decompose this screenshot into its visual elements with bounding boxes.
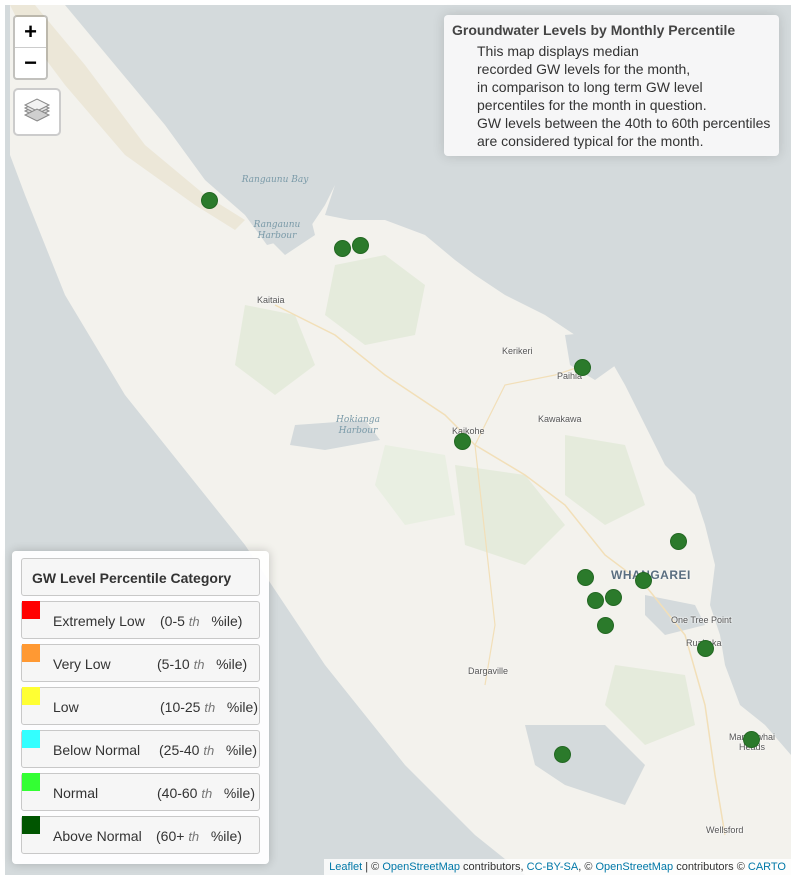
forest-patch bbox=[455, 465, 565, 565]
legend-item: Extremely Low (0-5 th %ile) bbox=[21, 601, 260, 639]
info-panel: Groundwater Levels by Monthly Percentile… bbox=[444, 15, 779, 156]
groundwater-site-marker[interactable] bbox=[597, 617, 614, 634]
rangaunu-harbour bbox=[255, 190, 315, 255]
attribution-text: contributors, bbox=[460, 861, 527, 873]
road bbox=[474, 364, 586, 446]
ninety-mile-beach bbox=[10, 5, 245, 230]
water-label: Rangaunu Harbour bbox=[253, 220, 301, 241]
place-label: Dargaville bbox=[468, 666, 509, 676]
whangarei-harbour bbox=[645, 595, 705, 635]
groundwater-site-marker[interactable] bbox=[635, 572, 652, 589]
legend-title-box: GW Level Percentile Category bbox=[21, 558, 260, 596]
legend-label: Low bbox=[53, 699, 79, 715]
forest-patch bbox=[325, 255, 425, 345]
water-label: Rangaunu Bay bbox=[241, 175, 309, 185]
zoom-control: + − bbox=[13, 15, 48, 80]
place-label: One Tree Point bbox=[671, 615, 732, 625]
osm-link[interactable]: OpenStreetMap bbox=[382, 861, 460, 873]
info-line: in comparison to long term GW level bbox=[477, 79, 703, 95]
legend-swatch bbox=[22, 601, 40, 619]
zoom-out-button[interactable]: − bbox=[24, 50, 37, 75]
map-attribution: Leaflet | © OpenStreetMap contributors, … bbox=[324, 859, 791, 875]
legend-panel: GW Level Percentile Category Extremely L… bbox=[12, 551, 269, 864]
legend-range: (5-10 th %ile) bbox=[157, 656, 248, 672]
attribution-text: | © bbox=[362, 861, 383, 873]
legend-label: Above Normal bbox=[53, 828, 142, 844]
legend-range: (25-40 th %ile) bbox=[159, 742, 257, 758]
groundwater-site-marker[interactable] bbox=[587, 592, 604, 609]
legend-item: Low (10-25 th %ile) bbox=[21, 687, 260, 725]
basemap bbox=[10, 5, 791, 875]
layers-button[interactable] bbox=[13, 88, 61, 136]
legend-range: (10-25 th %ile) bbox=[160, 699, 258, 715]
legend-item: Below Normal (25-40 th %ile) bbox=[21, 730, 260, 768]
attribution-text: , © bbox=[578, 861, 596, 873]
forest-patch bbox=[565, 435, 645, 525]
place-label: Kawakawa bbox=[538, 414, 582, 424]
water-label: Hokianga Harbour bbox=[336, 415, 380, 436]
carto-link[interactable]: CARTO bbox=[747, 861, 786, 873]
groundwater-site-marker[interactable] bbox=[605, 589, 622, 606]
info-line: This map displays median bbox=[477, 43, 639, 59]
place-label: Wellsford bbox=[706, 825, 744, 835]
cc-by-sa-link[interactable]: CC-BY-SA bbox=[526, 861, 579, 873]
legend-item: Very Low (5-10 th %ile) bbox=[21, 644, 260, 682]
forest-patch bbox=[375, 445, 455, 525]
legend-label: Extremely Low bbox=[53, 613, 145, 629]
land-northland bbox=[10, 5, 791, 875]
legend-swatch bbox=[22, 687, 40, 705]
osm-link-2[interactable]: OpenStreetMap bbox=[595, 861, 674, 873]
forest-patch bbox=[605, 665, 695, 745]
legend-title: GW Level Percentile Category bbox=[32, 570, 232, 586]
groundwater-site-marker[interactable] bbox=[743, 731, 760, 748]
legend-item: Above Normal (60+ th %ile) bbox=[21, 816, 260, 854]
groundwater-site-marker[interactable] bbox=[554, 746, 571, 763]
info-title: Groundwater Levels by Monthly Percentile bbox=[452, 22, 736, 38]
info-line: GW levels between the 40th to 60th perce… bbox=[477, 115, 771, 131]
place-label: Paihia bbox=[557, 371, 583, 381]
groundwater-site-marker[interactable] bbox=[454, 433, 471, 450]
info-line: are considered typical for the month. bbox=[477, 133, 704, 149]
legend-label: Very Low bbox=[53, 656, 111, 672]
place-label: Kerikeri bbox=[502, 346, 533, 356]
legend-swatch bbox=[22, 773, 40, 791]
place-label: Kaitaia bbox=[257, 295, 285, 305]
groundwater-site-marker[interactable] bbox=[334, 240, 351, 257]
groundwater-site-marker[interactable] bbox=[577, 569, 594, 586]
legend-range: (0-5 th %ile) bbox=[160, 613, 243, 629]
layers-icon bbox=[23, 98, 51, 122]
zoom-in-button[interactable]: + bbox=[15, 17, 46, 48]
legend-swatch bbox=[22, 816, 40, 834]
groundwater-site-marker[interactable] bbox=[670, 533, 687, 550]
road bbox=[274, 304, 726, 836]
hokianga-harbour bbox=[290, 420, 380, 450]
groundwater-site-marker[interactable] bbox=[352, 237, 369, 254]
legend-label: Below Normal bbox=[53, 742, 141, 758]
legend-range: (60+ th %ile) bbox=[156, 828, 242, 844]
groundwater-site-marker[interactable] bbox=[574, 359, 591, 376]
kaipara-harbour bbox=[525, 725, 645, 805]
legend-item: Normal (40-60 th %ile) bbox=[21, 773, 260, 811]
info-line: recorded GW levels for the month, bbox=[477, 61, 691, 77]
road bbox=[474, 444, 496, 686]
forest-patch bbox=[235, 305, 315, 395]
attribution-text: contributors © bbox=[673, 861, 748, 873]
place-label: Kaikohe bbox=[452, 426, 485, 436]
legend-range: (40-60 th %ile) bbox=[157, 785, 255, 801]
legend-swatch bbox=[22, 644, 40, 662]
leaflet-link[interactable]: Leaflet bbox=[329, 861, 363, 873]
info-line: percentiles for the month in question. bbox=[477, 97, 707, 113]
legend-label: Normal bbox=[53, 785, 99, 801]
legend-swatch bbox=[22, 730, 40, 748]
groundwater-site-marker[interactable] bbox=[697, 640, 714, 657]
groundwater-site-marker[interactable] bbox=[201, 192, 218, 209]
